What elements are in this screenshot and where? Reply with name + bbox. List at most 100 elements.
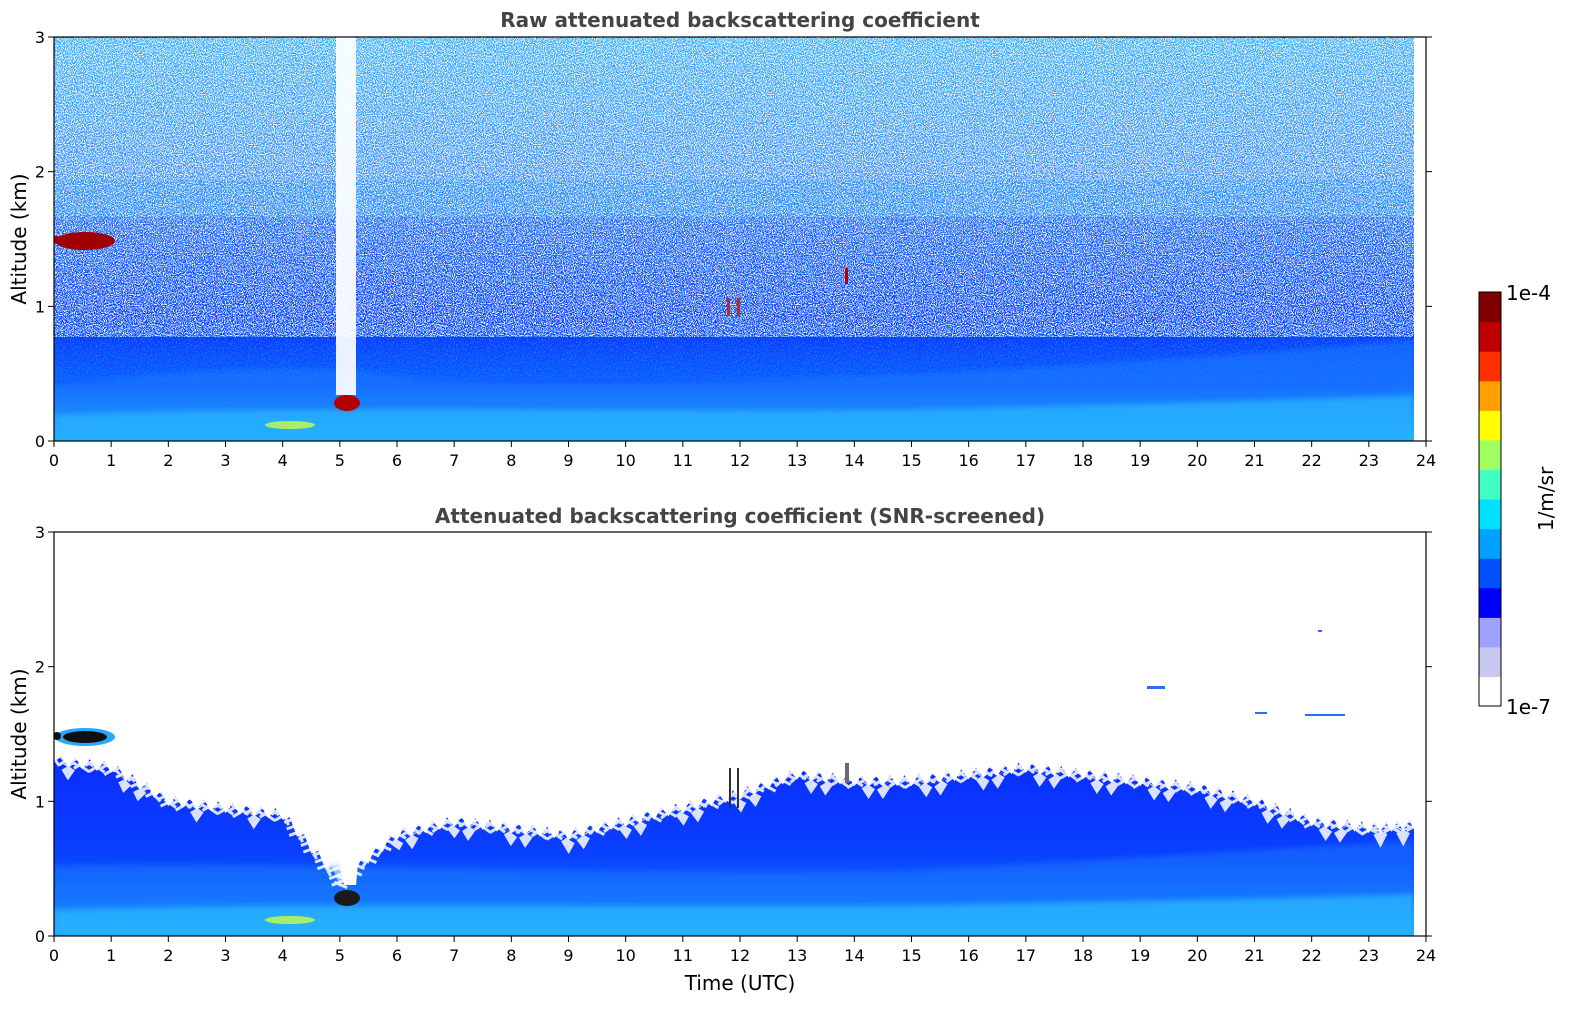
screened-x-axis: 0 1 2 3 4 5 6 7 8 9 10 11 12 13 14 15 16 17 18 19 20 21 22 23 24 — [49, 936, 1436, 965]
y-tick-label: 0 — [35, 432, 45, 451]
x-tick-label: 12 — [730, 946, 750, 965]
cloud-mark — [845, 763, 849, 783]
x-tick-label: 15 — [901, 946, 921, 965]
cloud-mark — [845, 268, 848, 284]
x-tick-label: 22 — [1301, 451, 1321, 470]
x-tick-label: 5 — [335, 946, 345, 965]
x-tick-label: 4 — [278, 451, 288, 470]
y-tick-label: 2 — [35, 163, 45, 182]
x-tick-label: 14 — [844, 451, 864, 470]
cloud-mark — [55, 232, 115, 250]
x-tick-label: 6 — [392, 946, 402, 965]
cloud-mark — [334, 395, 360, 411]
x-tick-label: 2 — [163, 451, 173, 470]
x-tick-label: 19 — [1130, 451, 1150, 470]
screened-clouds — [54, 630, 1345, 924]
cloud-mark — [63, 731, 107, 743]
x-tick-label: 4 — [278, 946, 288, 965]
colorbar-band — [1479, 528, 1501, 559]
colorbar-band — [1479, 469, 1501, 500]
x-tick-label: 24 — [1416, 451, 1436, 470]
colorbar-band — [1479, 499, 1501, 530]
y-tick-label: 1 — [35, 792, 45, 811]
x-tick-label: 10 — [615, 451, 635, 470]
x-tick-label: 0 — [49, 451, 59, 470]
screened-panel: Attenuated backscattering coefficient (S… — [7, 504, 1436, 995]
colorbar-band — [1479, 558, 1501, 589]
x-tick-label: 18 — [1073, 451, 1093, 470]
x-tick-label: 15 — [901, 451, 921, 470]
cloud-mark — [729, 768, 731, 808]
cloud-mark — [737, 768, 739, 808]
screened-y-axis: 0 1 2 3 — [35, 523, 1432, 946]
x-tick-label: 19 — [1130, 946, 1150, 965]
y-tick-label: 2 — [35, 658, 45, 677]
colorbar-band — [1479, 380, 1501, 411]
surface-aerosol-mark — [265, 421, 315, 429]
colorbar-max-label: 1e-4 — [1506, 281, 1551, 305]
x-tick-label: 23 — [1359, 946, 1379, 965]
x-tick-label: 2 — [163, 946, 173, 965]
raw-panel-title: Raw attenuated backscattering coefficien… — [500, 8, 980, 32]
cloud-mark — [54, 236, 61, 244]
raw-panel: Raw attenuated backscattering coefficien… — [7, 8, 1436, 470]
x-tick-label: 20 — [1187, 946, 1207, 965]
x-axis-label: Time (UTC) — [684, 971, 796, 995]
x-tick-label: 16 — [958, 451, 978, 470]
x-tick-label: 9 — [563, 451, 573, 470]
colorbar-band — [1479, 351, 1501, 382]
cloud-mark — [1255, 712, 1267, 714]
screened-panel-title: Attenuated backscattering coefficient (S… — [435, 504, 1045, 528]
screened-heatmap — [54, 532, 1426, 936]
x-tick-label: 3 — [220, 451, 230, 470]
x-tick-label: 18 — [1073, 946, 1093, 965]
x-tick-label: 14 — [844, 946, 864, 965]
x-tick-label: 5 — [335, 451, 345, 470]
raw-y-axis: 0 1 2 3 — [35, 28, 1432, 451]
cloud-mark — [54, 732, 61, 740]
x-tick-label: 23 — [1359, 451, 1379, 470]
colorbar-band — [1479, 587, 1501, 618]
x-tick-label: 12 — [730, 451, 750, 470]
cloud-mark — [737, 298, 740, 316]
x-tick-label: 21 — [1244, 451, 1264, 470]
cloud-mark — [727, 298, 730, 316]
x-tick-label: 13 — [787, 946, 807, 965]
colorbar-band — [1479, 676, 1501, 707]
colorbar: 1e-4 1e-7 1/m/sr — [1478, 281, 1558, 719]
raw-heatmap — [54, 37, 1426, 441]
colorbar-band — [1479, 646, 1501, 678]
cloud-mark — [1318, 630, 1322, 632]
colorbar-gradient — [1479, 292, 1501, 707]
raw-clouds — [54, 232, 848, 429]
x-tick-label: 13 — [787, 451, 807, 470]
x-tick-label: 7 — [449, 946, 459, 965]
x-tick-label: 9 — [563, 946, 573, 965]
cloud-mark — [1305, 714, 1345, 716]
y-tick-label: 3 — [35, 28, 45, 47]
raw-y-label: Altitude (km) — [7, 173, 31, 304]
x-tick-label: 7 — [449, 451, 459, 470]
y-tick-label: 3 — [35, 523, 45, 542]
x-tick-label: 8 — [506, 451, 516, 470]
x-tick-label: 22 — [1301, 946, 1321, 965]
cloud-mark — [1147, 686, 1165, 689]
x-tick-label: 1 — [106, 451, 116, 470]
colorbar-min-label: 1e-7 — [1506, 695, 1551, 719]
x-tick-label: 17 — [1016, 451, 1036, 470]
x-tick-label: 11 — [673, 946, 693, 965]
x-tick-label: 11 — [673, 451, 693, 470]
colorbar-frame — [1478, 291, 1502, 707]
x-tick-label: 0 — [49, 946, 59, 965]
x-tick-label: 8 — [506, 946, 516, 965]
colorbar-band — [1479, 617, 1501, 648]
screened-y-label: Altitude (km) — [7, 668, 31, 799]
colorbar-band — [1479, 439, 1501, 471]
x-tick-label: 21 — [1244, 946, 1264, 965]
x-tick-label: 1 — [106, 946, 116, 965]
x-tick-label: 17 — [1016, 946, 1036, 965]
x-tick-label: 3 — [220, 946, 230, 965]
x-tick-label: 6 — [392, 451, 402, 470]
x-tick-label: 10 — [615, 946, 635, 965]
